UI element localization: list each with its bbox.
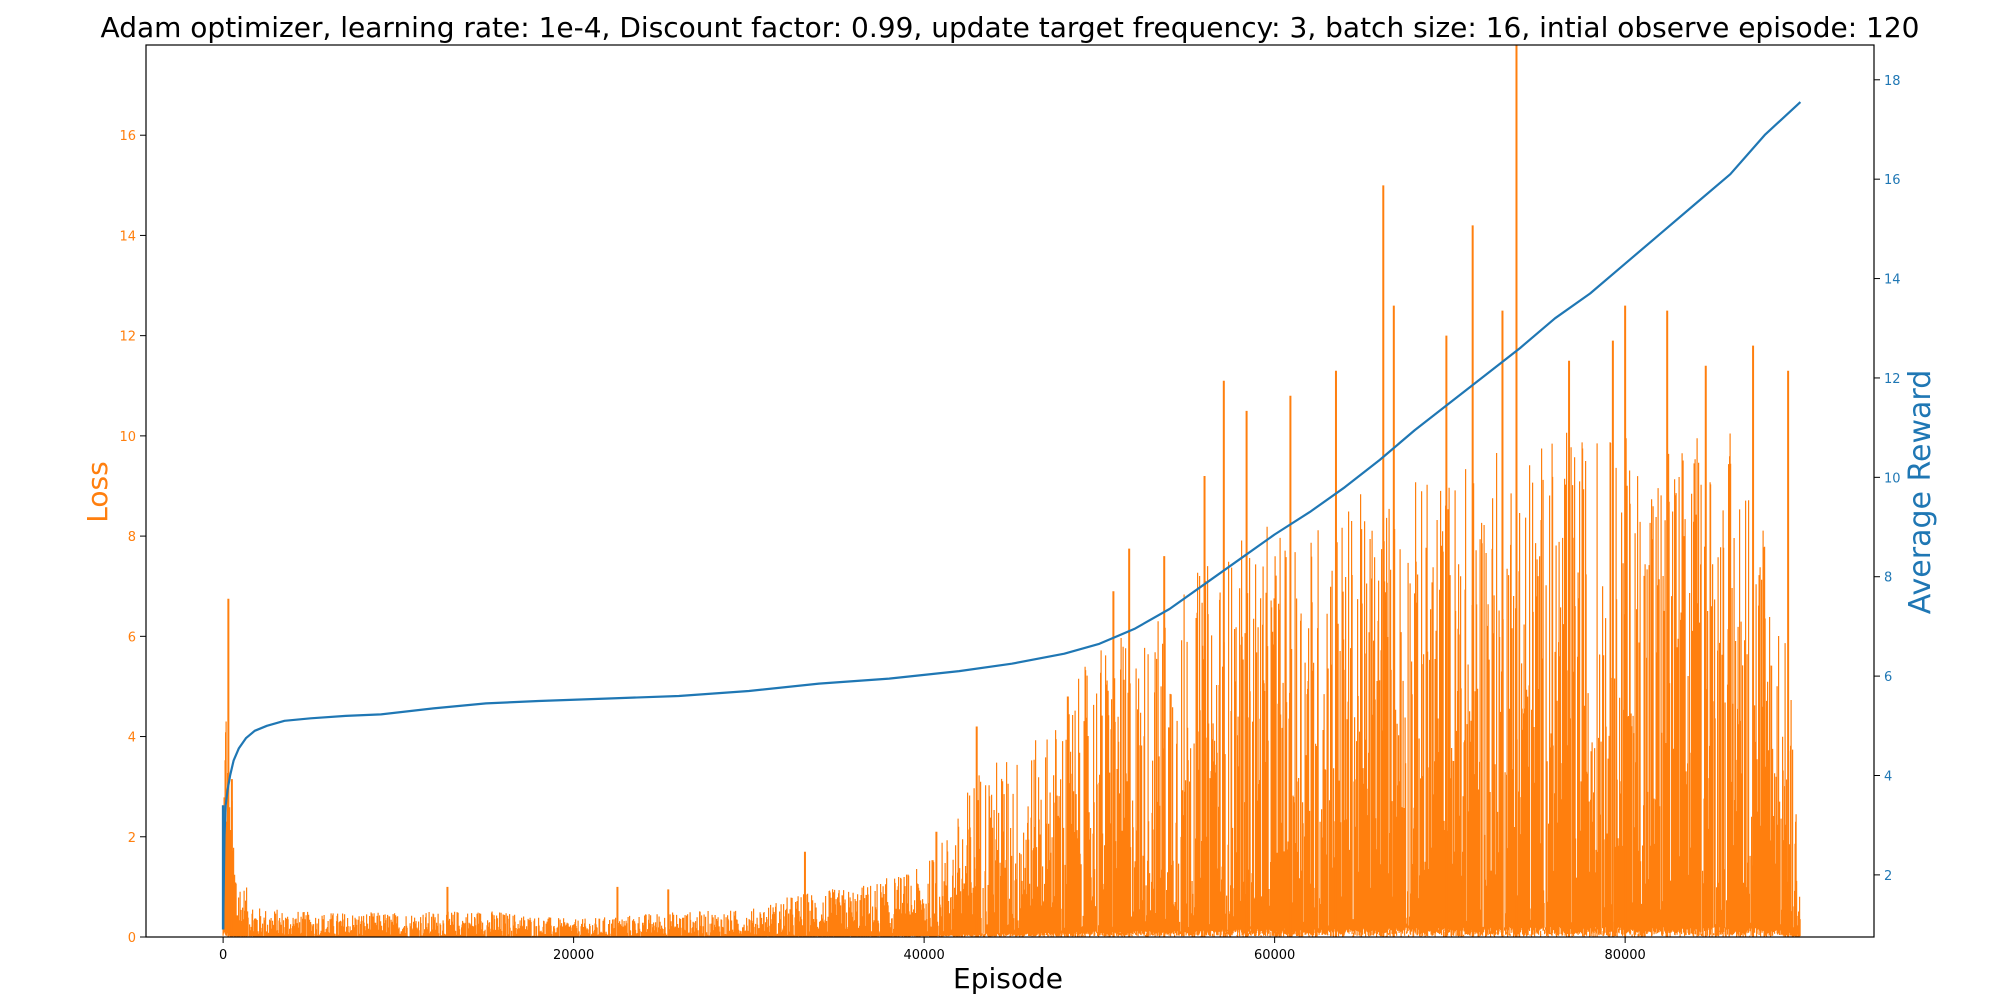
y-right-tick-label: 6: [1884, 670, 1892, 685]
loss-noise-band: [222, 432, 1801, 937]
y-right-tick-label: 2: [1884, 869, 1892, 884]
y-axis-left-label: Loss: [81, 461, 114, 522]
y-right-tick-label: 18: [1884, 74, 1901, 89]
x-axis-label: Episode: [953, 962, 1063, 995]
x-tick-label: 60000: [1254, 948, 1295, 963]
y-left-tick-label: 4: [128, 731, 136, 746]
y-axis-right-label: Average Reward: [1903, 370, 1938, 614]
y-left-tick-label: 10: [119, 430, 136, 445]
y-axis-left: 0 2 4 6 8 10 12 14 16: [119, 129, 146, 946]
x-tick-label: 0: [219, 948, 227, 963]
average-reward-line: [222, 101, 1802, 930]
x-tick-label: 40000: [903, 948, 944, 963]
x-tick-label: 80000: [1604, 948, 1645, 963]
y-axis-right: 2 4 6 8 10 12 14 16 18: [1874, 74, 1901, 884]
average-reward-series: [221, 101, 1802, 930]
y-right-tick-label: 4: [1884, 769, 1892, 784]
y-left-tick-label: 0: [128, 931, 136, 946]
loss-series: [222, 45, 1801, 937]
y-right-tick-label: 8: [1884, 571, 1892, 586]
y-right-tick-label: 16: [1884, 173, 1901, 188]
y-left-tick-label: 16: [119, 129, 136, 144]
y-right-tick-label: 14: [1884, 273, 1901, 288]
x-tick-label: 20000: [553, 948, 594, 963]
plot-frame: [145, 44, 1875, 938]
y-left-tick-label: 14: [119, 229, 136, 244]
y-left-tick-label: 6: [128, 630, 136, 645]
y-right-tick-label: 10: [1884, 471, 1901, 486]
y-right-tick-label: 12: [1884, 372, 1901, 387]
y-left-tick-label: 2: [128, 831, 136, 846]
y-left-tick-label: 8: [128, 530, 136, 545]
x-axis: 0 20000 40000 60000 80000: [219, 937, 1646, 963]
y-left-tick-label: 12: [119, 330, 136, 345]
chart-title: Adam optimizer, learning rate: 1e-4, Dis…: [101, 11, 1920, 44]
